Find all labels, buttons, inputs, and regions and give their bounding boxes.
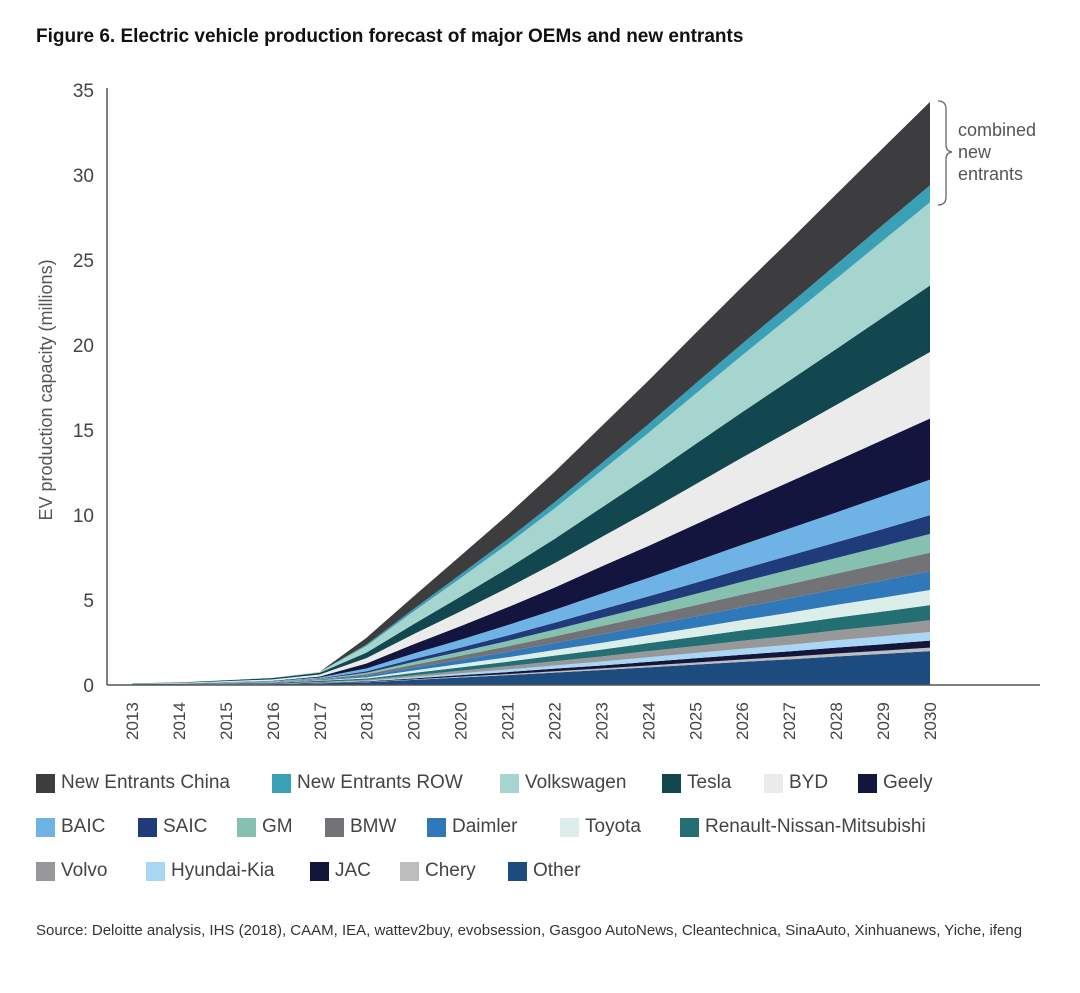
source-note: Source: Deloitte analysis, IHS (2018), C… (36, 922, 1023, 939)
x-tick-label: 2023 (592, 702, 611, 740)
legend-label: Hyundai-Kia (171, 860, 275, 881)
legend-swatch (272, 773, 291, 793)
y-tick-label: 0 (83, 676, 94, 697)
legend-label: GM (262, 816, 293, 837)
x-tick-label: 2025 (686, 702, 705, 740)
legend-item-tesla: Tesla (662, 772, 731, 794)
legend-swatch (146, 861, 165, 881)
legend-item-new-entrants-row: New Entrants ROW (272, 772, 463, 794)
x-tick-label: 2014 (170, 702, 189, 740)
legend-swatch (858, 773, 877, 793)
x-tick-label: 2013 (123, 702, 142, 740)
legend-label: New Entrants ROW (297, 772, 463, 793)
legend-label: Daimler (452, 816, 518, 837)
x-tick-label: 2027 (780, 702, 799, 740)
x-tick-label: 2030 (921, 702, 940, 740)
x-tick-label: 2017 (311, 702, 330, 740)
legend-label: Chery (425, 860, 476, 881)
legend-item-volkswagen: Volkswagen (500, 772, 626, 794)
y-tick-labels: 0 5 10 15 20 25 30 35 (73, 81, 94, 697)
legend-item-new-entrants-china: New Entrants China (36, 772, 230, 794)
legend-label: Toyota (585, 816, 641, 837)
legend-label: Tesla (687, 772, 732, 793)
legend-swatch (427, 817, 446, 837)
x-tick-label: 2029 (874, 702, 893, 740)
legend-swatch (36, 817, 55, 837)
x-tick-label: 2028 (827, 702, 846, 740)
legend-swatch (764, 773, 783, 793)
legend-swatch (36, 773, 55, 793)
y-tick-label: 25 (73, 251, 94, 272)
y-tick-label: 15 (73, 421, 94, 442)
legend-swatch (560, 817, 579, 837)
legend-swatch (138, 817, 157, 837)
legend-swatch (400, 861, 419, 881)
legend-swatch (36, 861, 55, 881)
chart-title: Figure 6. Electric vehicle production fo… (36, 26, 744, 47)
legend-item-gm: GM (237, 816, 293, 838)
legend-item-chery: Chery (400, 860, 476, 882)
legend-label: Volkswagen (525, 772, 627, 793)
legend-item-hyundai-kia: Hyundai-Kia (146, 860, 275, 882)
y-tick-label: 20 (73, 336, 94, 357)
legend-label: New Entrants China (61, 772, 230, 793)
y-tick-label: 30 (73, 166, 94, 187)
y-tick-label: 35 (73, 81, 94, 102)
brace-icon (937, 100, 953, 206)
legend-swatch (500, 773, 519, 793)
legend-swatch (310, 861, 329, 881)
legend-swatch (662, 773, 681, 793)
x-tick-label: 2021 (499, 702, 518, 740)
legend-label: Volvo (61, 860, 108, 881)
legend-label: Other (533, 860, 581, 881)
legend-label: JAC (335, 860, 371, 881)
x-tick-label: 2015 (217, 702, 236, 740)
legend-swatch (237, 817, 256, 837)
legend-label: SAIC (163, 816, 208, 837)
legend-item-saic: SAIC (138, 816, 207, 838)
legend-label: BAIC (61, 816, 106, 837)
annotation-line-3: entrants (958, 164, 1023, 184)
legend-item-other: Other (508, 860, 581, 882)
legend-item-daimler: Daimler (427, 816, 517, 838)
y-axis-label: EV production capacity (millions) (36, 259, 56, 520)
legend-label: BYD (789, 772, 829, 793)
legend-item-jac: JAC (310, 860, 371, 882)
legend-label: Renault-Nissan-Mitsubishi (705, 816, 926, 837)
y-tick-label: 5 (83, 591, 94, 612)
x-tick-label: 2026 (733, 702, 752, 740)
legend-label: BMW (350, 816, 397, 837)
legend-item-geely: Geely (858, 772, 933, 794)
x-tick-label: 2020 (452, 702, 471, 740)
legend-swatch (680, 817, 699, 837)
annotation-line-1: combined (958, 120, 1036, 140)
x-tick-label: 2018 (358, 702, 377, 740)
area-other (132, 651, 930, 685)
legend-item-bmw: BMW (325, 816, 396, 838)
y-tick-label: 10 (73, 506, 94, 527)
legend-item-volvo: Volvo (36, 860, 107, 882)
legend-label: Geely (883, 772, 933, 793)
legend-item-byd: BYD (764, 772, 828, 794)
legend-swatch (325, 817, 344, 837)
annotation-line-2: new (958, 142, 992, 162)
legend-item-toyota: Toyota (560, 816, 641, 838)
legend-swatch (508, 861, 527, 881)
x-tick-label: 2019 (405, 702, 424, 740)
x-tick-label: 2016 (264, 702, 283, 740)
x-tick-labels: 2013 2014 2015 2016 2017 2018 2019 2020 2021 2022… (123, 702, 940, 740)
legend-item-baic: BAIC (36, 816, 105, 838)
x-tick-label: 2024 (639, 702, 658, 740)
x-tick-label: 2022 (545, 702, 564, 740)
legend-item-renault-nissan-mitsubishi: Renault-Nissan-Mitsubishi (680, 816, 926, 838)
area-layers (132, 101, 930, 685)
